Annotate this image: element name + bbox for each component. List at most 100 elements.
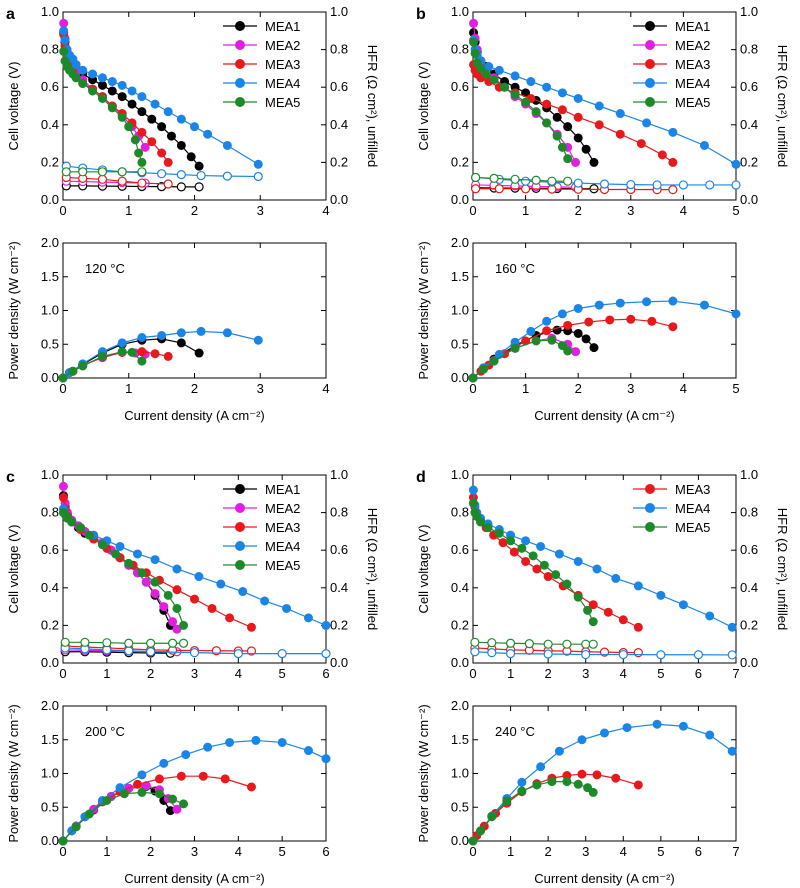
voltage-point	[137, 157, 147, 167]
y-axis-label-voltage: Cell voltage (V)	[416, 525, 431, 614]
power-point	[668, 296, 678, 306]
power-line	[472, 773, 639, 842]
voltage-point	[78, 65, 88, 75]
voltage-point	[117, 112, 127, 122]
power-point	[626, 314, 636, 324]
power-point	[562, 777, 572, 787]
legend-label: MEA5	[265, 95, 300, 110]
power-line	[472, 780, 594, 842]
y-tick-label: 0.6	[451, 542, 469, 557]
hfr-tick-label: 0.8	[330, 505, 348, 520]
voltage-point	[571, 157, 581, 167]
voltage-point	[633, 622, 643, 632]
hfr-point	[618, 649, 628, 660]
hfr-point	[194, 182, 204, 192]
power-point	[102, 796, 112, 805]
panel-c: c0 1 2 3 4 5 60.00.20.40.60.81.00.00.20.40.60.…	[6, 467, 380, 886]
x-tick-label: 1	[125, 203, 132, 218]
power-point	[68, 366, 78, 376]
voltage-point	[168, 617, 178, 627]
voltage-point	[633, 581, 643, 591]
hfr-point	[520, 184, 531, 194]
hfr-point	[470, 647, 480, 657]
y-tick-label: 2.0	[41, 698, 59, 713]
legend: MEA1 MEA2 MEA3 MEA4 MEA5	[633, 19, 710, 110]
y-tick-label: 0.0	[41, 370, 59, 385]
power-point	[119, 789, 129, 799]
legend-marker	[235, 97, 245, 107]
voltage-point	[137, 92, 147, 102]
voltage-point	[489, 75, 499, 85]
hfr-point	[61, 167, 71, 177]
power-point	[727, 746, 737, 756]
legend-label: MEA3	[265, 57, 300, 72]
voltage-point	[557, 105, 567, 115]
power-point	[71, 822, 81, 832]
power-point	[615, 298, 625, 308]
hfr-point	[487, 648, 497, 658]
voltage-point	[476, 63, 486, 73]
voltage-point	[573, 592, 583, 602]
voltage-point	[117, 80, 127, 90]
voltage-point	[150, 588, 160, 598]
y-tick-label: 0.6	[451, 79, 469, 94]
voltage-point	[573, 93, 583, 103]
power-point	[584, 317, 594, 327]
power-point	[137, 347, 147, 357]
hfr-tick-label: 0.2	[740, 617, 758, 632]
series-MEA5	[58, 46, 147, 383]
y-tick-label: 1.5	[41, 732, 59, 747]
hfr-point	[146, 647, 156, 657]
x-tick-label: 0	[469, 381, 476, 396]
y-tick-label: 0.8	[451, 505, 469, 520]
power-point	[573, 328, 583, 338]
power-point	[220, 774, 230, 784]
voltage-point	[172, 585, 182, 595]
x-tick-label: 0	[469, 203, 476, 218]
series-MEA3	[468, 60, 678, 383]
power-point	[487, 812, 497, 822]
x-tick-label: 5	[732, 203, 739, 218]
voltage-point	[260, 596, 270, 606]
hfr-tick-label: 0.0	[330, 655, 348, 670]
power-point	[611, 773, 621, 783]
y-tick-label: 1.0	[41, 303, 59, 318]
hfr-point	[246, 646, 257, 656]
voltage-point	[470, 48, 480, 58]
voltage-plot-frame	[472, 474, 737, 664]
power-point	[179, 799, 189, 809]
power-point	[251, 735, 261, 745]
voltage-point	[137, 568, 147, 578]
voltage-point	[476, 517, 486, 527]
voltage-point	[97, 73, 107, 83]
hfr-tick-label: 0.4	[330, 580, 348, 595]
voltage-point	[137, 127, 147, 137]
hfr-tick-label: 1.0	[330, 467, 348, 482]
x-tick-label: 2	[147, 666, 154, 681]
temperature-label: 240 °C	[495, 724, 535, 739]
power-point	[157, 330, 167, 340]
power-point	[58, 373, 68, 383]
hfr-tick-label: 1.0	[740, 4, 758, 19]
voltage-point	[159, 602, 169, 612]
voltage-point	[111, 549, 121, 559]
hfr-point	[97, 174, 108, 184]
y-axis-label-voltage: Cell voltage (V)	[6, 62, 21, 151]
hfr-tick-label: 0.0	[740, 655, 758, 670]
hfr-point	[137, 167, 147, 177]
hfr-point	[176, 170, 186, 180]
power-point	[222, 328, 232, 338]
legend-marker	[645, 503, 655, 513]
power-point	[583, 783, 593, 793]
hfr-point	[80, 637, 90, 647]
x-tick-label: 4	[620, 666, 627, 681]
x-tick-label: 7	[732, 666, 739, 681]
y-tick-label: 0.6	[41, 79, 59, 94]
voltage-point	[484, 62, 494, 72]
power-point	[563, 320, 573, 330]
voltage-point	[67, 517, 77, 527]
voltage-point	[71, 60, 81, 70]
power-point	[577, 735, 587, 745]
power-point	[622, 723, 632, 733]
power-point	[678, 721, 688, 731]
